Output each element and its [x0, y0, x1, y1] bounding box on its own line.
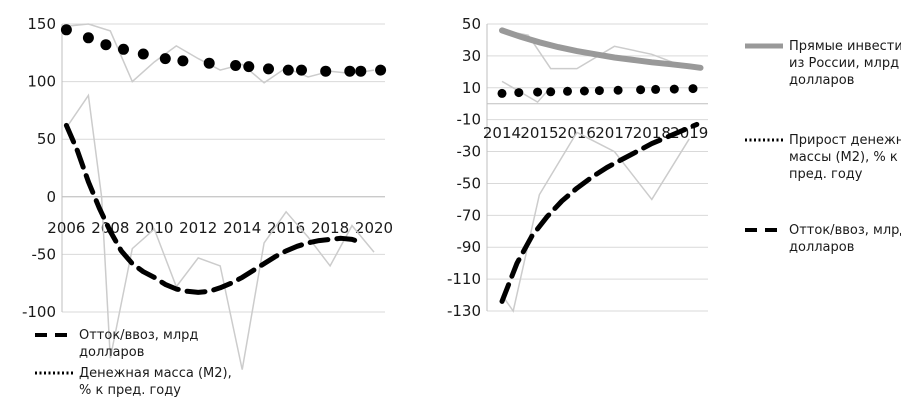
y-tick-label-right: -70 [457, 206, 482, 224]
right-outflow-line [499, 121, 700, 304]
y-tick-label-left: 150 [27, 15, 56, 33]
left-m2-point [282, 64, 294, 76]
x-tick-label-left: 2018 [311, 219, 349, 237]
right-m2-point [563, 86, 572, 96]
x-tick-label-left: 2010 [135, 219, 173, 237]
x-tick-label-right: 2015 [520, 124, 558, 142]
y-tick-label-left: -100 [22, 303, 56, 321]
right-raw-line [501, 29, 690, 70]
right-m2-point [651, 84, 661, 94]
y-tick-label-right: -130 [447, 302, 481, 320]
x-tick-label-right: 2019 [670, 124, 708, 142]
y-tick-label-left: 50 [37, 130, 56, 148]
left-raw-line [65, 93, 375, 370]
y-tick-label-right: -10 [457, 111, 482, 129]
left-legend: Отток/ввоз, млрд долларов Денежная масса (… [35, 328, 232, 398]
right-raw-line [501, 131, 690, 313]
legend-outflow-label: Отток/ввоз, млрд долларов [79, 328, 198, 360]
x-tick-label-left: 2020 [355, 219, 393, 237]
x-tick-label-left: 2006 [47, 219, 85, 237]
y-tick-label-right: 30 [462, 47, 481, 65]
y-tick-label-right: -30 [457, 143, 482, 161]
left-m2-point [82, 32, 94, 44]
right-legend: Прямые инвестициииз России, млрддолларов… [745, 39, 901, 255]
left-m2-point [375, 64, 387, 76]
right-m2-point [688, 84, 698, 94]
right-m2-point [613, 85, 623, 95]
y-tick-label-left: 0 [46, 188, 56, 206]
left-m2-point [230, 60, 242, 71]
left-m2-point [159, 53, 171, 65]
legend-outflow-right-label: Отток/ввоз, млрд долларов [789, 223, 901, 255]
right-chart: 50 30 10 -10 -30 -50 -70 -90 -110 -130 2014 2015 201… [447, 15, 708, 320]
left-m2-point [177, 55, 189, 67]
x-tick-label-left: 2014 [223, 219, 261, 237]
legend-m2-label: Денежная масса (M2),% к пред. году [79, 366, 232, 398]
left-m2-point [100, 39, 112, 51]
right-m2-point [669, 84, 679, 94]
y-tick-label-right: 50 [462, 15, 481, 33]
left-m2-point [344, 65, 356, 77]
left-m2-point [118, 43, 129, 55]
left-m2-point [60, 24, 72, 36]
left-outflow-line [63, 122, 366, 295]
right-m2-point [514, 88, 524, 98]
right-m2-point [579, 86, 589, 96]
y-tick-label-right: 10 [462, 79, 481, 97]
y-tick-label-left: -50 [32, 245, 57, 263]
right-m2-point [594, 86, 604, 96]
left-m2-point [243, 61, 255, 73]
right-m2-point [546, 87, 556, 97]
right-m2-point [636, 85, 646, 95]
right-m2-point [533, 87, 543, 97]
y-tick-label-right: -110 [447, 270, 481, 288]
y-tick-label-right: -90 [457, 238, 482, 256]
left-m2-point [203, 57, 215, 69]
left-m2-point [263, 63, 274, 75]
left-m2-point [137, 48, 149, 60]
right-m2-point [497, 88, 507, 98]
y-tick-label-left: 100 [27, 73, 56, 91]
x-tick-label-right: 2018 [633, 124, 671, 142]
x-tick-label-right: 2014 [483, 124, 521, 142]
right-raw-line [501, 80, 550, 104]
left-m2-point [320, 65, 332, 77]
x-tick-label-left: 2012 [179, 219, 217, 237]
x-tick-label-right: 2017 [595, 124, 633, 142]
right-investment-line [499, 27, 704, 71]
y-tick-label-right: -50 [457, 174, 482, 192]
left-m2-point [355, 65, 367, 77]
left-m2-point [296, 64, 307, 76]
